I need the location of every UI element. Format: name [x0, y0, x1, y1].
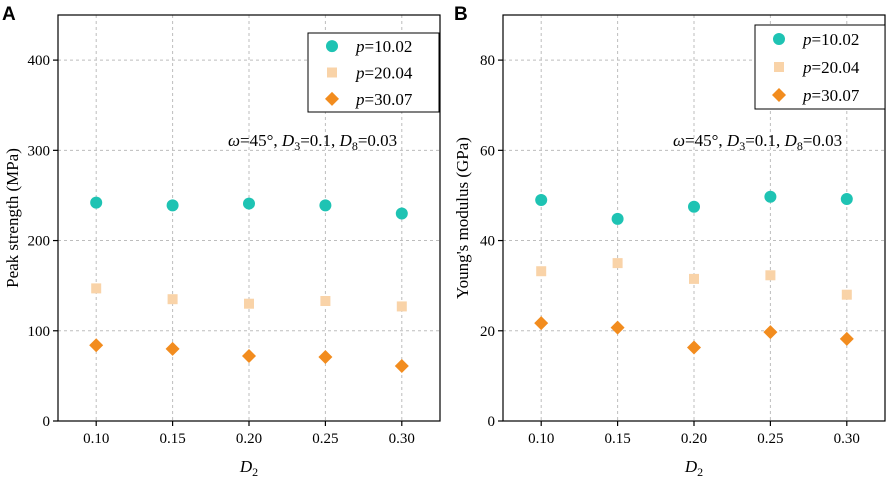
- data-point-circle: [319, 199, 332, 212]
- data-point-square: [841, 289, 852, 300]
- x-tick-label: 0.15: [604, 431, 630, 447]
- data-point-circle: [611, 212, 624, 225]
- panel-letter: B: [454, 4, 468, 25]
- parameter-annotation: ω=45°, D3=0.1, D8=0.03: [673, 131, 842, 153]
- series-0: [90, 196, 408, 220]
- data-point-diamond: [318, 349, 333, 364]
- data-point-diamond: [763, 325, 778, 340]
- y-tick-label: 0: [488, 414, 496, 430]
- data-point-circle: [395, 207, 408, 220]
- data-point-square: [536, 266, 547, 277]
- data-point-square: [765, 270, 776, 281]
- y-axis-title: Young's modulus (GPa): [453, 137, 472, 299]
- data-point-circle: [840, 193, 853, 206]
- data-point-square: [689, 273, 699, 284]
- x-tick-label: 0.20: [681, 431, 707, 447]
- y-tick-label: 100: [28, 324, 51, 340]
- data-point-diamond: [242, 349, 256, 364]
- data-point-square: [244, 298, 254, 309]
- y-tick-label: 60: [480, 143, 495, 159]
- y-tick-label: 20: [480, 324, 495, 340]
- legend-marker-diamond: [772, 88, 786, 102]
- panel-letter: A: [2, 4, 16, 25]
- legend-marker-circle: [326, 40, 338, 53]
- x-tick-label: 0.15: [159, 431, 185, 447]
- data-point-diamond: [394, 358, 409, 373]
- x-tick-label: 0.30: [834, 431, 860, 447]
- data-point-circle: [166, 199, 179, 212]
- panel-b: B 0.10 0.15 0.20 0.25 0.30 0 20 40 60 80 D2 Young's …: [453, 4, 886, 479]
- series-0: [535, 190, 853, 225]
- legend-marker-diamond: [325, 91, 339, 106]
- legend-marker-circle: [773, 33, 785, 45]
- legend-entry: p=10.02: [802, 30, 859, 49]
- x-tick-label: 0.10: [83, 431, 109, 447]
- parameter-annotation: ω=45°, D3=0.1, D8=0.03: [228, 131, 397, 153]
- x-axis-title: D2: [684, 457, 703, 479]
- data-point-circle: [764, 190, 777, 203]
- y-tick-label: 0: [43, 414, 51, 430]
- y-tick-label: 40: [480, 234, 495, 250]
- data-point-square: [91, 283, 102, 294]
- panel-a: A 0.10 0.15 0.20 0.25 0.30 0 100 200 300 400 D2 Peak…: [2, 4, 441, 479]
- legend-entry: p=20.04: [802, 58, 860, 77]
- legend-marker-square: [327, 67, 337, 78]
- data-point-diamond: [89, 338, 104, 353]
- y-tick-label: 300: [28, 143, 51, 159]
- data-point-diamond: [165, 341, 180, 356]
- data-point-diamond: [610, 320, 625, 335]
- x-tick-label: 0.20: [236, 431, 262, 447]
- data-point-circle: [90, 196, 103, 209]
- y-axis-title: Peak strength (MPa): [3, 148, 22, 288]
- data-point-circle: [243, 197, 255, 210]
- legend-entry: p=20.04: [355, 64, 413, 83]
- legend-marker-square: [774, 62, 784, 72]
- x-tick-label: 0.25: [312, 431, 338, 447]
- y-tick-label: 400: [28, 53, 51, 69]
- series-1: [91, 283, 407, 312]
- x-tick-label: 0.25: [757, 431, 783, 447]
- data-point-square: [167, 294, 178, 305]
- data-point-square: [396, 301, 407, 312]
- data-point-square: [612, 258, 623, 269]
- legend: p=10.02 p=20.04 p=30.07: [307, 32, 440, 113]
- data-point-circle: [688, 200, 700, 213]
- legend: p=10.02 p=20.04 p=30.07: [754, 24, 886, 110]
- data-point-diamond: [687, 340, 701, 355]
- x-tick-label: 0.10: [528, 431, 554, 447]
- x-axis-title: D2: [239, 457, 258, 479]
- legend-entry: p=30.07: [355, 90, 413, 109]
- y-tick-label: 80: [480, 53, 495, 69]
- series-1: [536, 258, 852, 300]
- y-tick-label: 200: [28, 234, 51, 250]
- data-point-diamond: [839, 331, 854, 346]
- data-point-diamond: [534, 316, 549, 331]
- series-2: [89, 338, 409, 373]
- legend-entry: p=30.07: [802, 86, 860, 105]
- data-point-circle: [535, 193, 548, 206]
- data-point-square: [320, 296, 331, 307]
- legend-entry: p=10.02: [355, 37, 412, 56]
- x-tick-label: 0.30: [389, 431, 415, 447]
- series-2: [534, 316, 854, 355]
